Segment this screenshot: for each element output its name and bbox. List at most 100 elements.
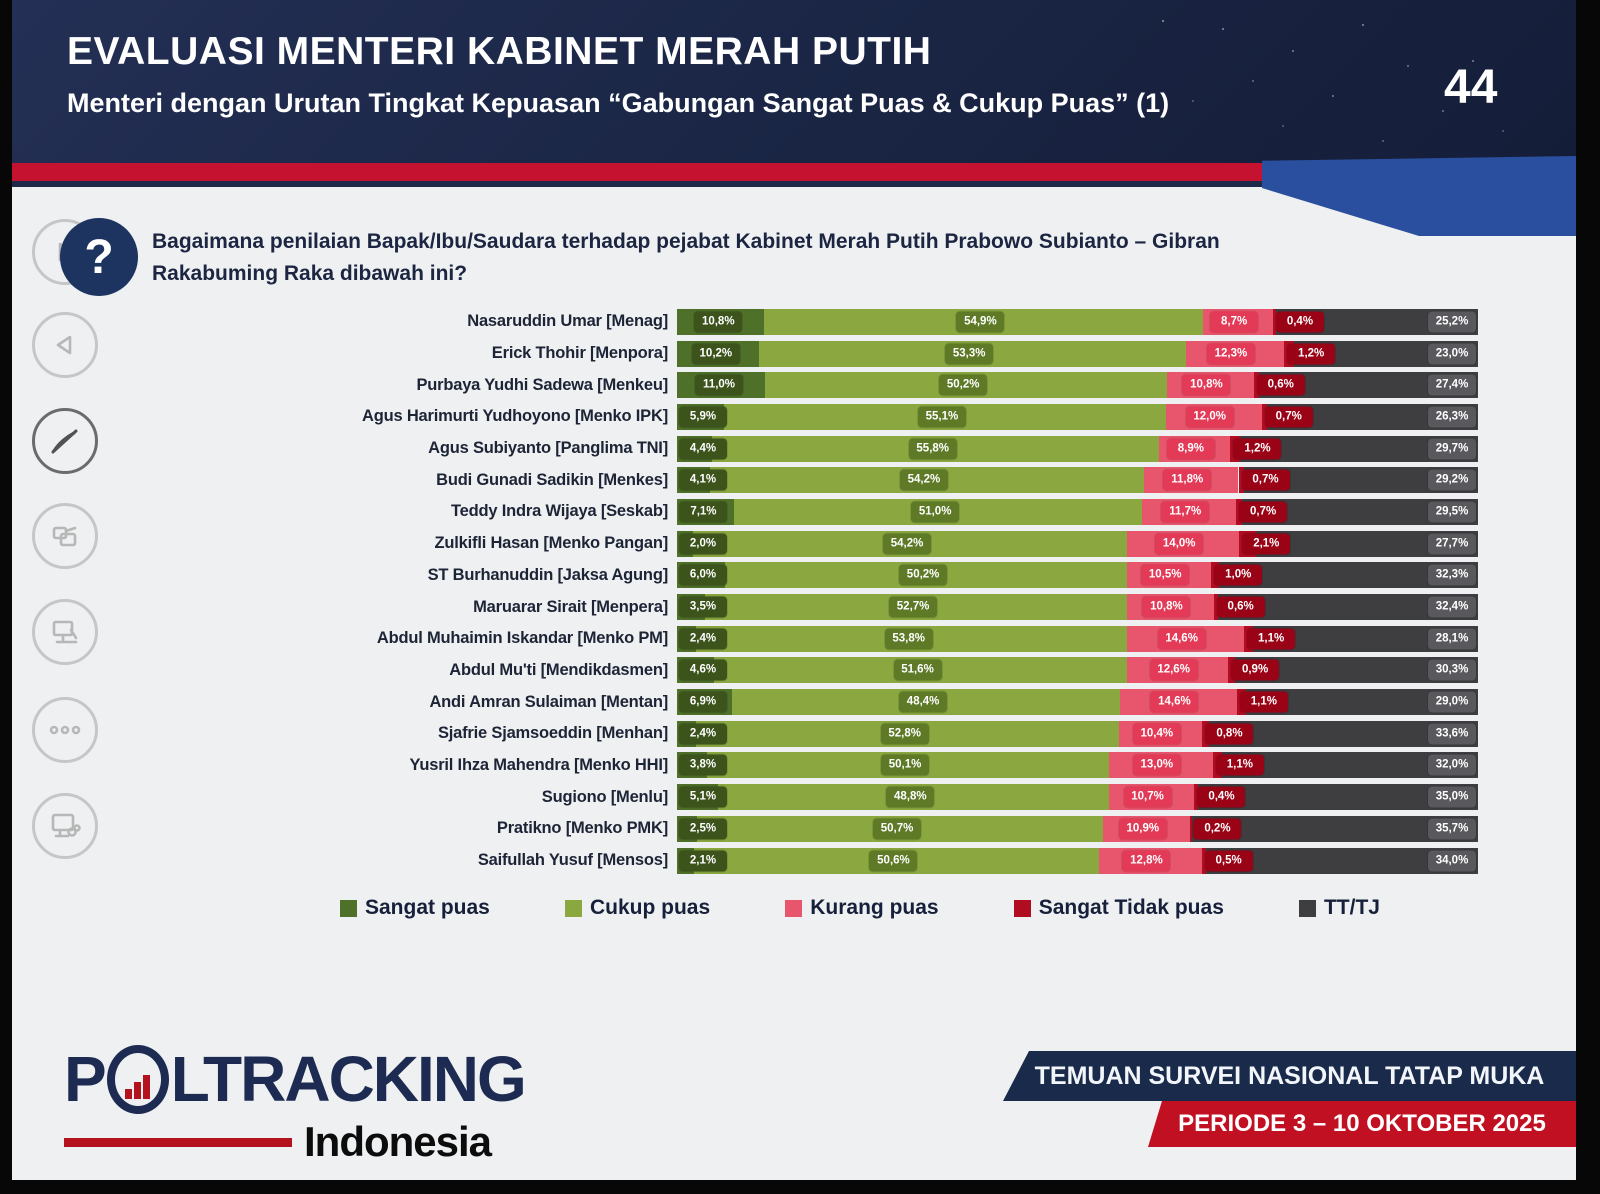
value-chip-tt-tj: 33,6%: [1428, 723, 1476, 745]
stacked-bar: 6,0% 50,2% 10,5% 1,0% 32,3%: [677, 562, 1478, 589]
pen-slash-icon[interactable]: [32, 408, 98, 474]
stacked-bar: 4,1% 54,2% 11,8% 0,7% 29,2%: [677, 467, 1478, 494]
chart-row: Abdul Muhaimin Iskandar [Menko PM] 2,4% 53…: [150, 623, 1478, 655]
value-chip-tt-tj: 28,1%: [1428, 628, 1476, 650]
stacked-bar: 11,0% 50,2% 10,8% 0,6% 27,4%: [677, 372, 1478, 399]
value-chip-kurang-puas: 10,5%: [1141, 564, 1190, 586]
bar-segment-sangat-tidak-puas: [1190, 815, 1193, 842]
value-chip-sangat-puas: 10,8%: [694, 311, 743, 333]
logo-text-p: P: [64, 1043, 107, 1115]
value-chip-cukup-puas: 54,2%: [899, 469, 948, 491]
value-chip-sangat-tidak-puas: 1,1%: [1215, 754, 1264, 776]
row-label: Abdul Mu'ti [Mendikdasmen]: [449, 660, 668, 679]
value-chip-sangat-tidak-puas: 0,6%: [1216, 596, 1265, 618]
row-label: Purbaya Yudhi Sadewa [Menkeu]: [416, 375, 668, 394]
value-chip-sangat-puas: 2,4%: [679, 628, 727, 650]
back-icon[interactable]: [32, 312, 98, 378]
camera-icon[interactable]: [32, 503, 98, 569]
value-chip-cukup-puas: 50,2%: [899, 564, 948, 586]
row-label: Nasaruddin Umar [Menag]: [467, 312, 668, 331]
poltracking-logo: P LTRACKING Indonesia: [64, 1042, 527, 1166]
value-chip-sangat-puas: 11,0%: [695, 374, 744, 396]
logo-red-line: [64, 1137, 292, 1147]
chart-row: Erick Thohir [Menpora] 10,2% 53,3% 12,3% 1,2…: [150, 338, 1478, 370]
chart-row: Purbaya Yudhi Sadewa [Menkeu] 11,0% 50,2% 1…: [150, 369, 1478, 401]
value-chip-cukup-puas: 55,1%: [917, 406, 966, 428]
screen-share-icon[interactable]: [32, 793, 98, 859]
stacked-bar: 3,8% 50,1% 13,0% 1,1% 32,0%: [677, 752, 1478, 779]
value-chip-cukup-puas: 50,6%: [869, 850, 918, 872]
survey-question: Bagaimana penilaian Bapak/Ibu/Saudara te…: [152, 230, 1220, 285]
value-chip-kurang-puas: 14,6%: [1157, 628, 1206, 650]
value-chip-sangat-tidak-puas: 0,4%: [1275, 311, 1324, 333]
value-chip-sangat-puas: 7,1%: [679, 501, 728, 523]
chart-row: Maruarar Sirait [Menpera] 3,5% 52,7% 10,8% 0…: [150, 591, 1478, 623]
stacked-bar: 2,4% 53,8% 14,6% 1,1% 28,1%: [677, 625, 1478, 652]
legend-swatch: [1013, 899, 1031, 917]
value-chip-tt-tj: 32,4%: [1428, 596, 1476, 618]
bar-segment-sangat-tidak-puas: [1194, 784, 1198, 811]
letterbox-bottom: [0, 1180, 1600, 1194]
value-chip-sangat-tidak-puas: 1,0%: [1214, 564, 1263, 586]
value-chip-sangat-puas: 3,5%: [679, 596, 727, 618]
row-label: Saifullah Yusuf [Mensos]: [477, 851, 668, 870]
legend-swatch: [564, 899, 582, 917]
value-chip-tt-tj: 29,0%: [1428, 691, 1476, 713]
value-chip-cukup-puas: 53,3%: [945, 343, 994, 365]
value-chip-cukup-puas: 54,2%: [883, 533, 932, 555]
value-chip-sangat-tidak-puas: 1,1%: [1239, 691, 1288, 713]
value-chip-sangat-tidak-puas: 1,2%: [1287, 343, 1336, 365]
value-chip-sangat-tidak-puas: 2,1%: [1242, 533, 1291, 555]
legend-label: Sangat Tidak puas: [1038, 896, 1224, 919]
value-chip-cukup-puas: 50,1%: [881, 754, 930, 776]
stacked-bar: 10,2% 53,3% 12,3% 1,2% 23,0%: [677, 340, 1478, 367]
value-chip-kurang-puas: 12,3%: [1206, 343, 1255, 365]
legend-item-sangat-puas: Sangat puas: [340, 896, 490, 920]
stacked-bar: 2,4% 52,8% 10,4% 0,8% 33,6%: [677, 720, 1478, 747]
value-chip-cukup-puas: 53,8%: [884, 628, 933, 650]
value-chip-sangat-puas: 2,4%: [679, 723, 727, 745]
value-chip-tt-tj: 29,5%: [1428, 501, 1476, 523]
value-chip-sangat-tidak-puas: 0,4%: [1197, 786, 1246, 808]
value-chip-cukup-puas: 55,8%: [908, 438, 957, 460]
value-chip-sangat-puas: 2,0%: [679, 533, 727, 555]
row-label: Budi Gunadi Sadikin [Menkes]: [436, 470, 668, 489]
stacked-bar: 5,9% 55,1% 12,0% 0,7% 26,3%: [677, 403, 1478, 430]
chart: Nasaruddin Umar [Menag] 10,8% 54,9% 8,7% 0,4…: [150, 306, 1478, 876]
stacked-bar: 5,1% 48,8% 10,7% 0,4% 35,0%: [677, 784, 1478, 811]
decorative-dots: [1162, 20, 1164, 22]
chart-row: Yusril Ihza Mahendra [Menko HHI] 3,8% 50,1…: [150, 750, 1478, 782]
row-label: ST Burhanuddin [Jaksa Agung]: [427, 565, 669, 584]
value-chip-sangat-tidak-puas: 0,7%: [1239, 501, 1288, 523]
value-chip-sangat-tidak-puas: 1,2%: [1233, 438, 1282, 460]
value-chip-kurang-puas: 8,9%: [1166, 438, 1215, 460]
chart-row: Zulkifli Hasan [Menko Pangan] 2,0% 54,2% 14…: [150, 528, 1478, 560]
logo-chart-icon: [106, 1044, 169, 1114]
row-label: Andi Amran Sulaiman [Mentan]: [429, 692, 668, 711]
legend-label: Sangat puas: [365, 896, 490, 919]
row-label: Agus Subiyanto [Panglima TNI]: [428, 439, 668, 458]
chart-row: Budi Gunadi Sadikin [Menkes] 4,1% 54,2% 11,…: [150, 464, 1478, 496]
bar-segment-sangat-tidak-puas: [1272, 308, 1277, 335]
value-chip-sangat-puas: 2,1%: [679, 850, 727, 872]
navy-stripe: [0, 181, 1600, 187]
value-chip-sangat-puas: 3,8%: [679, 754, 727, 776]
value-chip-kurang-puas: 10,4%: [1132, 723, 1181, 745]
legend-item-cukup-puas: Cukup puas: [564, 896, 711, 920]
value-chip-sangat-puas: 4,4%: [679, 438, 727, 460]
row-label: Sjafrie Sjamsoeddin [Menhan]: [437, 724, 668, 743]
value-chip-sangat-tidak-puas: 0,7%: [1241, 469, 1290, 491]
value-chip-kurang-puas: 11,8%: [1163, 469, 1212, 491]
blue-corner-wedge: [1262, 156, 1576, 236]
value-chip-tt-tj: 29,2%: [1428, 469, 1476, 491]
workstation-icon[interactable]: [32, 599, 98, 665]
value-chip-kurang-puas: 10,9%: [1118, 818, 1167, 840]
legend-label: Cukup puas: [589, 896, 711, 919]
ellipsis-icon[interactable]: [32, 697, 98, 763]
period-banner: PERIODE 3 – 10 OKTOBER 2025: [1148, 1101, 1576, 1147]
stacked-bar: 7,1% 51,0% 11,7% 0,7% 29,5%: [677, 498, 1478, 525]
logo-wordmark: P LTRACKING: [64, 1042, 527, 1116]
value-chip-sangat-tidak-puas: 0,5%: [1204, 850, 1253, 872]
value-chip-tt-tj: 29,7%: [1428, 438, 1476, 460]
